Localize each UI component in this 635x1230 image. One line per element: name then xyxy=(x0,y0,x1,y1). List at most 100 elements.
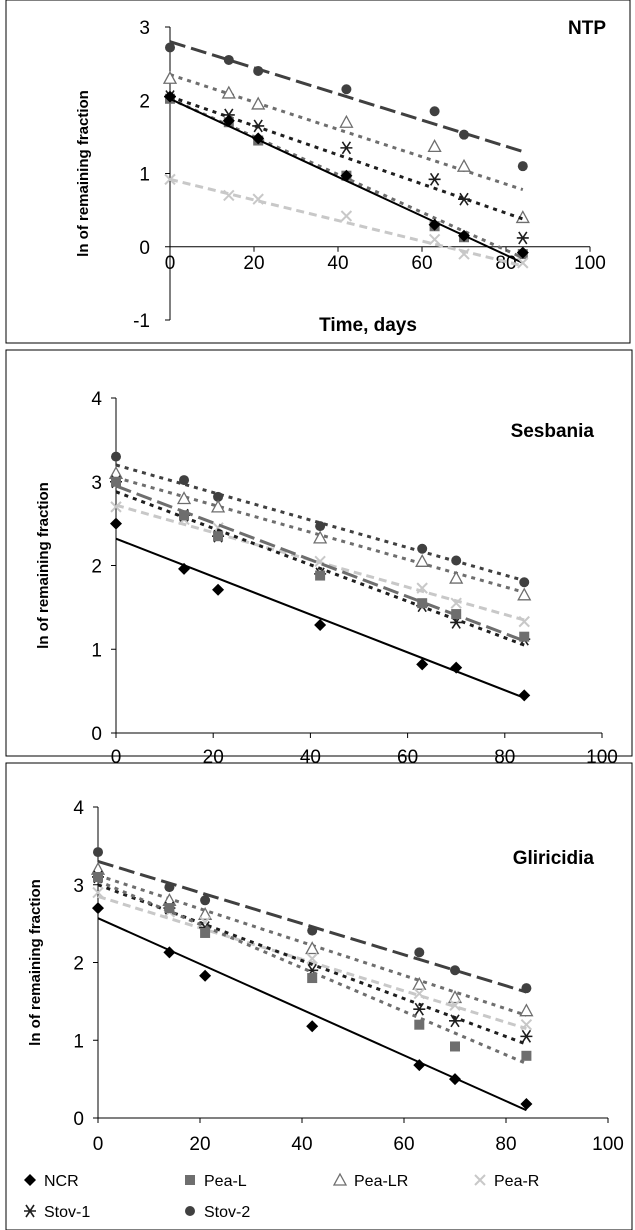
data-point-pea-lr xyxy=(519,1003,534,1017)
y-tick-label: 0 xyxy=(73,1109,84,1130)
data-point-ncr xyxy=(252,132,265,145)
data-point-stov-2 xyxy=(341,84,352,95)
data-point-stov-2 xyxy=(519,577,530,588)
data-point-stov-2 xyxy=(165,42,175,53)
data-point-pea-l xyxy=(179,510,190,521)
x-tick-label: 100 xyxy=(574,253,606,274)
data-point-pea-lr xyxy=(210,499,226,513)
data-point-pea-lr xyxy=(176,491,192,505)
x-tick-label: 0 xyxy=(93,1134,104,1155)
data-point-ncr xyxy=(450,661,463,674)
x-tick-label: 60 xyxy=(397,747,418,768)
legend-marker-pea-l xyxy=(185,1175,195,1185)
legend-label: Pea-L xyxy=(204,1173,247,1190)
y-tick-label: 2 xyxy=(73,954,84,975)
y-axis-label: ln of remaining fraction xyxy=(27,879,44,1046)
y-tick-label: 1 xyxy=(139,165,150,186)
y-tick-label: 1 xyxy=(73,1031,84,1052)
trend-line-pea-l xyxy=(97,879,527,1065)
legend-entry-ncr: NCR xyxy=(24,1173,79,1190)
y-axis-label: ln of remaining fraction xyxy=(75,90,92,257)
y-tick-label: -1 xyxy=(133,311,150,332)
data-point-stov-2 xyxy=(450,965,460,976)
data-point-ncr xyxy=(416,658,429,671)
data-point-ncr xyxy=(340,169,353,182)
data-point-pea-l xyxy=(111,476,121,487)
data-point-pea-lr xyxy=(447,990,463,1004)
x-tick-label: 40 xyxy=(291,1134,312,1155)
panel-frame xyxy=(5,0,631,344)
y-tick-label: 3 xyxy=(91,473,102,494)
data-point-pea-r xyxy=(110,501,122,513)
data-point-pea-l xyxy=(307,973,318,984)
data-point-pea-r xyxy=(450,597,462,609)
data-point-pea-lr xyxy=(313,530,328,544)
data-point-pea-r xyxy=(340,210,353,222)
data-point-ncr xyxy=(110,517,122,530)
data-point-stov-2 xyxy=(417,543,428,554)
legend-entry-stov-2: Stov-2 xyxy=(185,1204,250,1221)
data-point-ncr xyxy=(222,114,235,127)
series-stov-2 xyxy=(93,847,532,994)
x-tick-label: 40 xyxy=(300,747,321,768)
legend-entry-pea-lr: Pea-LR xyxy=(332,1172,408,1190)
x-tick-label: 20 xyxy=(203,747,224,768)
data-point-pea-l xyxy=(213,531,224,542)
data-point-stov-1 xyxy=(413,1002,426,1016)
legend-label: NCR xyxy=(44,1173,79,1190)
data-point-pea-lr xyxy=(305,941,320,955)
x-axis-label: Time, days xyxy=(319,315,417,336)
data-point-stov-1 xyxy=(449,1014,461,1028)
x-tick-label: 100 xyxy=(592,1134,624,1155)
data-point-pea-l xyxy=(414,1019,425,1030)
data-point-pea-l xyxy=(200,927,211,938)
data-point-stov-1 xyxy=(520,1029,533,1043)
x-tick-label: 100 xyxy=(586,747,618,768)
data-point-stov-2 xyxy=(111,451,121,462)
data-point-stov-2 xyxy=(253,65,264,76)
trend-line-stov-2 xyxy=(169,40,524,153)
data-point-pea-r xyxy=(458,248,470,260)
y-tick-label: 0 xyxy=(139,238,150,259)
y-tick-label: 4 xyxy=(73,798,84,819)
data-point-stov-2 xyxy=(315,521,326,532)
data-point-ncr xyxy=(413,1059,426,1072)
data-point-stov-2 xyxy=(451,555,462,566)
data-point-pea-r xyxy=(428,233,441,246)
data-point-pea-r xyxy=(517,257,529,269)
data-point-ncr xyxy=(520,1098,533,1111)
data-point-pea-lr xyxy=(412,976,427,990)
data-point-stov-1 xyxy=(340,141,353,155)
data-point-stov-2 xyxy=(93,847,103,858)
data-point-pea-r xyxy=(520,1018,533,1031)
legend-entry-stov-1: Stov-1 xyxy=(24,1204,90,1221)
x-tick-label: 80 xyxy=(494,747,515,768)
data-point-ncr xyxy=(428,218,441,231)
data-point-stov-2 xyxy=(459,129,469,140)
data-point-ncr xyxy=(458,229,470,242)
data-point-stov-2 xyxy=(307,925,318,936)
data-point-stov-1 xyxy=(458,192,470,206)
data-point-pea-lr xyxy=(517,587,532,601)
data-point-pea-lr xyxy=(251,96,266,110)
data-point-pea-r xyxy=(413,987,426,1000)
data-point-ncr xyxy=(314,618,327,631)
series-pea-r xyxy=(110,501,530,628)
data-point-ncr xyxy=(199,969,212,982)
data-point-pea-l xyxy=(93,871,103,882)
series-ncr xyxy=(92,902,533,1112)
data-point-ncr xyxy=(178,562,191,575)
panel-frame xyxy=(5,349,633,757)
data-point-pea-r xyxy=(92,886,104,899)
data-point-pea-r xyxy=(164,173,176,186)
data-point-ncr xyxy=(449,1073,461,1086)
legend-label: Stov-1 xyxy=(44,1204,90,1221)
data-point-stov-2 xyxy=(517,161,528,172)
data-point-stov-2 xyxy=(164,882,175,893)
data-point-ncr xyxy=(164,90,176,103)
data-point-ncr xyxy=(212,583,225,596)
data-point-pea-l xyxy=(417,598,428,609)
